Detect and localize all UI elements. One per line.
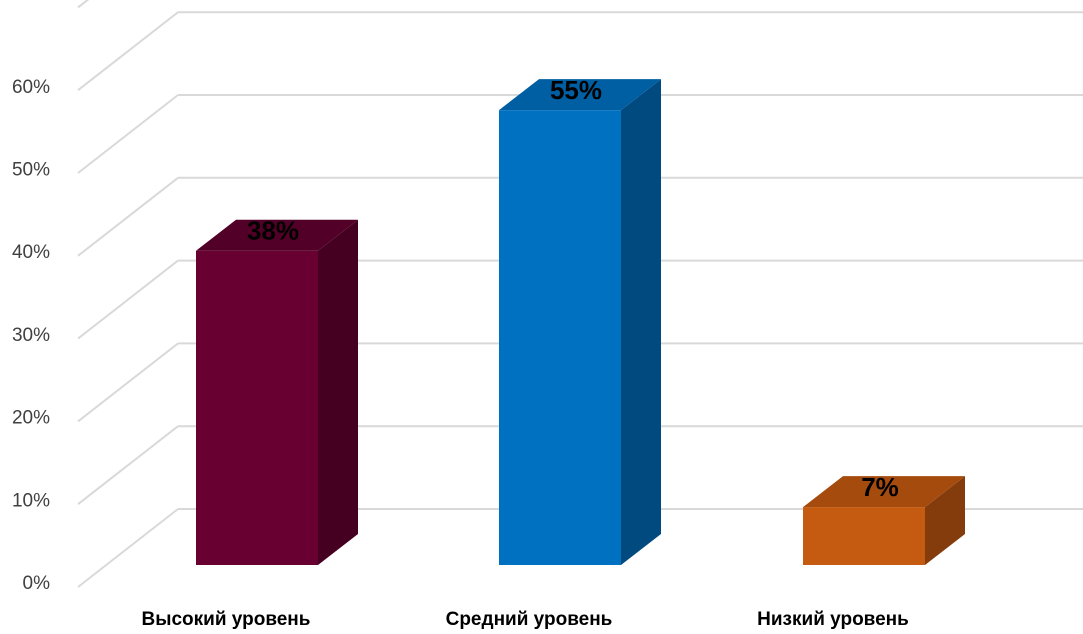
y-tick-label: 10% <box>12 490 50 511</box>
category-label: Низкий уровень <box>757 609 909 630</box>
y-tick-label: 20% <box>12 408 50 429</box>
category-labels: Высокий уровень Средний уровень Низкий уро… <box>142 609 909 630</box>
gridline-diagonal <box>77 342 179 423</box>
y-tick-label: 60% <box>12 77 50 98</box>
y-axis-ticks: 0% 10% 20% 30% 40% 50% 60% <box>12 77 50 594</box>
gridline-diagonal <box>77 0 90 9</box>
bar-side <box>621 79 661 566</box>
bar-front <box>803 507 925 565</box>
bar-front <box>499 110 621 566</box>
gridline-diagonal <box>77 425 179 505</box>
bar <box>803 476 965 565</box>
bar-front <box>196 250 318 566</box>
bar-side <box>318 219 358 566</box>
gridline-diagonal <box>77 508 179 588</box>
y-tick-label: 0% <box>23 573 51 594</box>
y-tick-label: 40% <box>12 242 50 263</box>
bars <box>196 79 965 566</box>
bar <box>196 219 358 566</box>
category-label: Средний уровень <box>446 609 613 630</box>
y-tick-label: 30% <box>12 325 50 346</box>
gridline-diagonal <box>77 11 179 91</box>
data-label: 7% <box>861 472 899 502</box>
data-label: 55% <box>550 75 602 105</box>
data-label: 38% <box>247 216 299 246</box>
category-label: Высокий уровень <box>142 609 311 630</box>
bar-top <box>196 219 358 251</box>
gridline-diagonal <box>77 259 179 340</box>
bar-top <box>499 79 661 111</box>
y-tick-label: 50% <box>12 160 50 181</box>
bar <box>499 79 661 566</box>
bar-top <box>803 476 965 508</box>
data-labels: 38% 55% 7% <box>247 75 899 502</box>
gridline-diagonal <box>77 177 179 257</box>
bar-side <box>925 476 965 565</box>
gridline-diagonal <box>77 94 179 174</box>
